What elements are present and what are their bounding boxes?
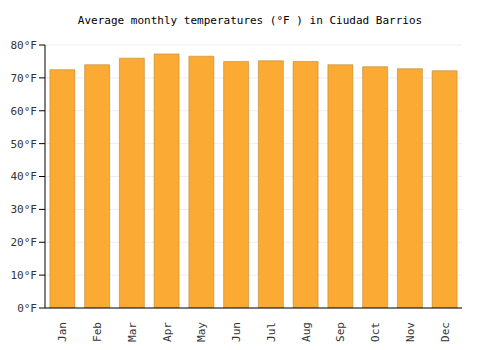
svg-text:Sep: Sep bbox=[334, 322, 347, 342]
svg-text:30°F: 30°F bbox=[11, 203, 38, 216]
svg-text:Feb: Feb bbox=[91, 322, 104, 342]
svg-text:May: May bbox=[195, 322, 208, 342]
svg-text:20°F: 20°F bbox=[11, 236, 38, 249]
html-text:Average monthly temperatures (: Average monthly temperatures (°F ) in Ci… bbox=[77, 14, 423, 27]
svg-text:40°F: 40°F bbox=[11, 170, 38, 183]
svg-text:Jun: Jun bbox=[230, 322, 243, 342]
svg-text:Mar: Mar bbox=[126, 322, 139, 342]
svg-text:Oct: Oct bbox=[369, 322, 382, 342]
svg-text:Apr: Apr bbox=[161, 322, 174, 342]
svg-text:80°F: 80°F bbox=[11, 39, 38, 52]
svg-text:70°F: 70°F bbox=[11, 72, 38, 85]
svg-text:50°F: 50°F bbox=[11, 138, 38, 151]
svg-text:Jul: Jul bbox=[265, 322, 278, 342]
svg-text:10°F: 10°F bbox=[11, 269, 38, 282]
svg-text:0°F: 0°F bbox=[17, 302, 37, 315]
svg-text:Nov: Nov bbox=[404, 322, 417, 342]
svg-text:60°F: 60°F bbox=[11, 105, 38, 118]
svg-text:Dec: Dec bbox=[439, 322, 452, 342]
svg-text:Jan: Jan bbox=[56, 322, 69, 342]
svg-text:Aug: Aug bbox=[300, 322, 313, 342]
